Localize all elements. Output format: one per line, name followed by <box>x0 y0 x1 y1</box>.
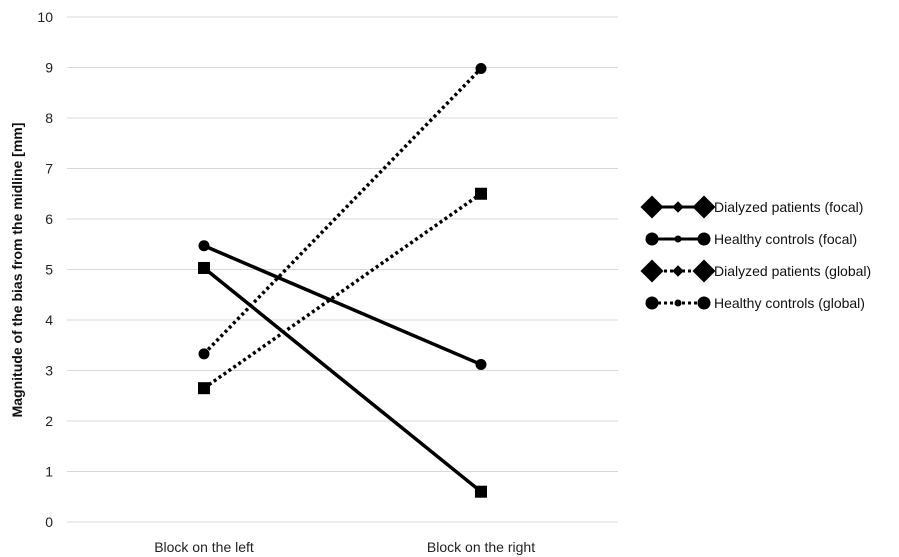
x-axis-tick-labels: Block on the left Block on the right <box>154 539 535 555</box>
diamond-marker-icon <box>640 195 664 219</box>
legend-label: Healthy controls (global) <box>714 295 865 311</box>
y-axis-tick-labels: 0 1 2 3 4 5 6 7 8 9 10 <box>37 9 53 530</box>
circle-data-point <box>475 63 487 75</box>
series-line <box>203 244 482 367</box>
diamond-marker-icon <box>672 201 684 213</box>
circle-marker-icon <box>645 296 659 310</box>
y-tick-label: 2 <box>45 413 53 429</box>
legend-label: Dialyzed patients (global) <box>714 263 871 279</box>
y-tick-label: 6 <box>45 211 53 227</box>
circle-marker-icon <box>674 235 682 243</box>
circle-data-point <box>475 358 487 370</box>
diamond-marker-icon <box>672 265 684 277</box>
series-line <box>202 67 483 356</box>
y-tick-label: 0 <box>45 514 53 530</box>
square-data-point <box>198 261 210 274</box>
x-tick-label: Block on the left <box>154 539 254 555</box>
series-group <box>198 261 487 498</box>
circle-marker-icon <box>645 232 659 246</box>
y-tick-label: 8 <box>45 110 53 126</box>
y-tick-label: 3 <box>45 363 53 379</box>
circle-marker-icon <box>697 296 711 310</box>
legend: Dialyzed patients (focal) Healthy control… <box>640 195 871 311</box>
series <box>198 63 487 498</box>
legend-label: Healthy controls (focal) <box>714 231 857 247</box>
square-data-point <box>475 187 487 200</box>
circle-marker-icon <box>674 299 682 307</box>
diamond-marker-icon <box>692 195 716 219</box>
series-line <box>202 266 483 494</box>
series-line <box>202 192 483 390</box>
gridlines <box>67 16 618 523</box>
series-group <box>198 187 487 395</box>
circle-data-point <box>198 348 210 360</box>
circle-data-point <box>198 240 210 252</box>
legend-item: Dialyzed patients (focal) <box>640 195 863 219</box>
circle-marker-icon <box>697 232 711 246</box>
y-tick-label: 9 <box>45 60 53 76</box>
y-tick-label: 1 <box>45 464 53 480</box>
legend-item: Healthy controls (focal) <box>645 231 857 247</box>
y-axis-label: Magnitude of the bias from the midline [… <box>9 123 25 418</box>
y-tick-label: 10 <box>37 9 53 25</box>
diamond-marker-icon <box>640 259 664 283</box>
square-data-point <box>198 382 210 395</box>
y-tick-label: 7 <box>45 161 53 177</box>
x-tick-label: Block on the right <box>427 539 535 555</box>
series-group <box>198 63 487 360</box>
square-data-point <box>475 485 487 498</box>
y-tick-label: 5 <box>45 262 53 278</box>
legend-item: Dialyzed patients (global) <box>640 259 871 283</box>
series-group <box>198 240 487 370</box>
legend-item: Healthy controls (global) <box>645 295 865 311</box>
legend-label: Dialyzed patients (focal) <box>714 199 863 215</box>
diamond-marker-icon <box>692 259 716 283</box>
y-tick-label: 4 <box>45 312 53 328</box>
